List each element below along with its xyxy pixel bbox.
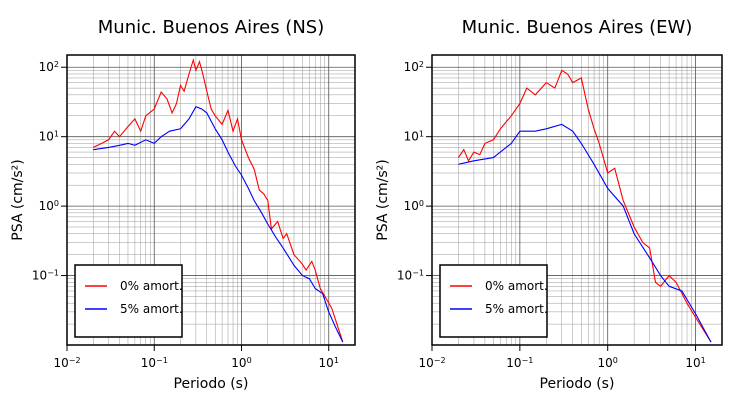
tick-exponent: 1 bbox=[419, 129, 424, 138]
tick-base: 10 bbox=[418, 356, 433, 370]
tick-base: 10 bbox=[39, 199, 54, 213]
tick-exponent: 0 bbox=[419, 199, 424, 208]
tick-label: 101 bbox=[685, 356, 705, 371]
series-line bbox=[93, 57, 344, 343]
tick-label: 102 bbox=[404, 60, 424, 75]
tick-label: 101 bbox=[404, 129, 424, 144]
tick-base: 10 bbox=[397, 269, 412, 283]
legend-label: 0% amort. bbox=[120, 279, 183, 293]
tick-label: 102 bbox=[39, 60, 59, 75]
tick-exponent: 0 bbox=[247, 356, 252, 365]
tick-label: 100 bbox=[39, 199, 59, 214]
tick-base: 10 bbox=[404, 199, 419, 213]
tick-label: 100 bbox=[598, 356, 618, 371]
tick-exponent: −1 bbox=[47, 268, 59, 277]
y-axis-title: PSA (cm/s²) bbox=[375, 159, 391, 241]
tick-label: 10−2 bbox=[53, 356, 80, 371]
tick-exponent: −1 bbox=[156, 356, 168, 365]
tick-base: 10 bbox=[39, 60, 54, 74]
tick-exponent: −1 bbox=[412, 268, 424, 277]
tick-base: 10 bbox=[141, 356, 156, 370]
plot-frame bbox=[431, 54, 723, 346]
legend-label: 5% amort. bbox=[485, 302, 548, 316]
x-axis-title: Periodo (s) bbox=[540, 376, 615, 392]
legend-box bbox=[439, 264, 548, 338]
tick-label: 101 bbox=[39, 129, 59, 144]
tick-base: 10 bbox=[53, 356, 68, 370]
series-line bbox=[458, 123, 712, 343]
tick-base: 10 bbox=[231, 356, 246, 370]
y-axis-title: PSA (cm/s²) bbox=[10, 159, 26, 241]
tick-label: 10−1 bbox=[506, 356, 533, 371]
tick-base: 10 bbox=[685, 356, 700, 370]
tick-base: 10 bbox=[404, 130, 419, 144]
tick-exponent: −2 bbox=[69, 356, 81, 365]
tick-exponent: 0 bbox=[613, 356, 618, 365]
x-axis-title: Periodo (s) bbox=[174, 376, 249, 392]
tick-base: 10 bbox=[32, 269, 47, 283]
tick-label: 10−1 bbox=[141, 356, 168, 371]
tick-label: 10−1 bbox=[397, 268, 424, 283]
tick-exponent: 2 bbox=[419, 60, 424, 69]
series-line bbox=[93, 106, 344, 343]
tick-exponent: 1 bbox=[701, 356, 706, 365]
tick-base: 10 bbox=[404, 60, 419, 74]
tick-label: 10−1 bbox=[32, 268, 59, 283]
chart-title: Munic. Buenos Aires (NS) bbox=[98, 17, 324, 38]
tick-exponent: −2 bbox=[434, 356, 446, 365]
tick-exponent: 2 bbox=[54, 60, 59, 69]
tick-base: 10 bbox=[39, 130, 54, 144]
tick-exponent: 1 bbox=[54, 129, 59, 138]
legend-label: 0% amort. bbox=[485, 279, 548, 293]
tick-exponent: 1 bbox=[334, 356, 339, 365]
tick-label: 10−2 bbox=[418, 356, 445, 371]
tick-base: 10 bbox=[319, 356, 334, 370]
tick-base: 10 bbox=[598, 356, 613, 370]
tick-base: 10 bbox=[506, 356, 521, 370]
chart-title: Munic. Buenos Aires (EW) bbox=[462, 17, 693, 38]
tick-exponent: 0 bbox=[54, 199, 59, 208]
tick-label: 100 bbox=[404, 199, 424, 214]
series-line bbox=[457, 69, 712, 343]
tick-exponent: −1 bbox=[522, 356, 534, 365]
legend-label: 5% amort. bbox=[120, 302, 183, 316]
legend-box bbox=[74, 264, 183, 338]
tick-label: 100 bbox=[231, 356, 251, 371]
plot-frame bbox=[66, 54, 356, 346]
tick-label: 101 bbox=[319, 356, 339, 371]
